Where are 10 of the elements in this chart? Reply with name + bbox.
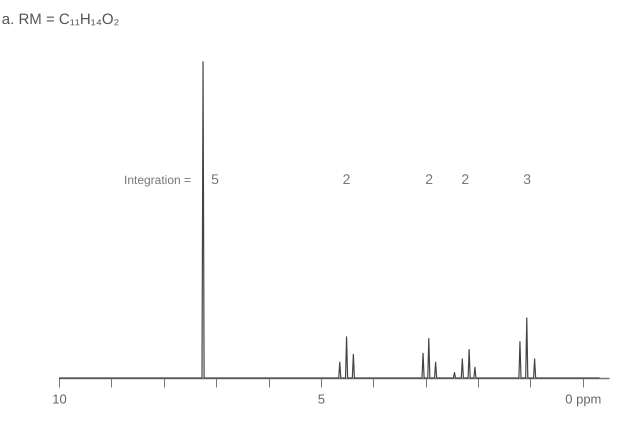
annotation: 2 (461, 171, 470, 187)
chart-title: a. RM = C₁₁H₁₄O₂ (2, 11, 120, 28)
annotation: Integration = (124, 173, 192, 187)
annotation: 2 (342, 171, 351, 187)
annotation: 5 (211, 171, 220, 187)
x-tick-label: 0 ppm (565, 392, 602, 406)
x-tick-label: 5 (318, 392, 326, 406)
annotation: 3 (523, 171, 532, 187)
annotation: 2 (425, 171, 434, 187)
x-tick-label: 10 (52, 392, 67, 406)
